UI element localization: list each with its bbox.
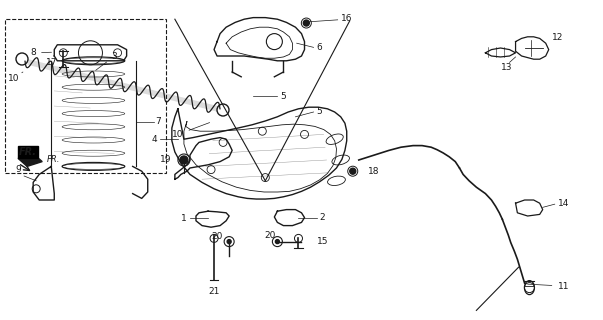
Circle shape [180, 156, 188, 164]
Text: 4: 4 [151, 135, 157, 144]
Text: 3: 3 [96, 52, 118, 70]
Text: 14: 14 [558, 199, 569, 208]
Text: 16: 16 [341, 14, 352, 23]
Text: 19: 19 [160, 155, 172, 164]
Circle shape [227, 240, 231, 244]
Text: 11: 11 [558, 282, 569, 291]
Text: 6: 6 [317, 43, 323, 52]
Circle shape [276, 240, 279, 244]
Text: FR.: FR. [47, 155, 60, 164]
Text: 8: 8 [30, 48, 51, 57]
Text: 10: 10 [172, 123, 210, 139]
Text: 1: 1 [181, 214, 187, 223]
Text: 7: 7 [156, 117, 162, 126]
Text: 9: 9 [15, 165, 21, 174]
Text: 2: 2 [320, 213, 325, 222]
Circle shape [350, 168, 356, 174]
Text: 13: 13 [500, 63, 513, 72]
Text: 5: 5 [280, 92, 286, 100]
Text: FR.: FR. [19, 147, 37, 157]
Text: 20: 20 [265, 231, 276, 240]
Text: 10: 10 [7, 72, 23, 83]
Text: 15: 15 [317, 237, 328, 246]
Text: 20: 20 [212, 232, 223, 241]
Bar [5, 19, 166, 173]
Text: 12: 12 [552, 33, 563, 42]
Text: 5: 5 [317, 107, 323, 116]
Circle shape [303, 20, 309, 26]
Polygon shape [18, 154, 42, 166]
Text: 18: 18 [368, 167, 379, 176]
Text: 17: 17 [45, 58, 63, 67]
Text: 21: 21 [209, 287, 219, 296]
